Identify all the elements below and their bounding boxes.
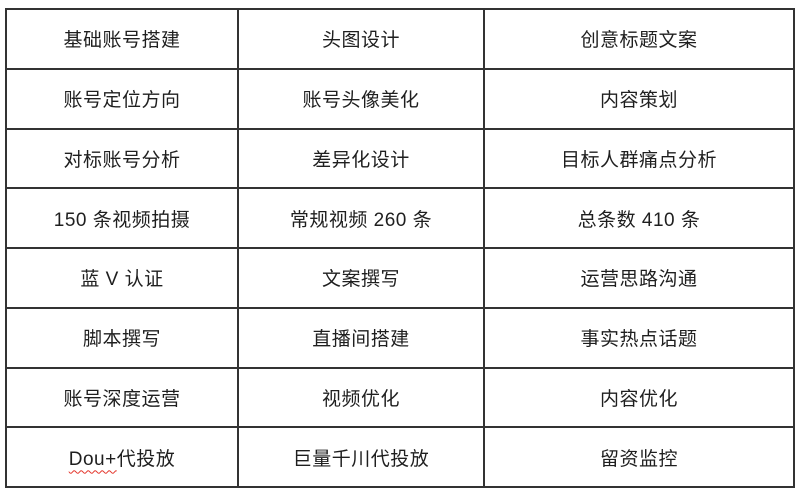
table-cell[interactable]: 账号深度运营 xyxy=(5,366,239,429)
table-cell[interactable]: 直播间搭建 xyxy=(237,306,485,369)
table-row: 基础账号搭建 头图设计 创意标题文案 xyxy=(5,8,795,70)
table-cell[interactable]: 内容策划 xyxy=(483,67,795,130)
spellcheck-underlined-text: Dou+ xyxy=(68,448,117,470)
table-row: Dou+代投放 巨量千川代投放 留资监控 xyxy=(5,426,795,488)
table-cell[interactable]: 差异化设计 xyxy=(237,127,485,190)
table-row: 对标账号分析 差异化设计 目标人群痛点分析 xyxy=(5,127,795,190)
table-cell[interactable]: Dou+代投放 xyxy=(5,426,239,488)
table-cell[interactable]: 目标人群痛点分析 xyxy=(483,127,795,190)
table-cell[interactable]: 视频优化 xyxy=(237,366,485,429)
table-cell[interactable]: 内容优化 xyxy=(483,366,795,429)
table-cell[interactable]: 脚本撰写 xyxy=(5,306,239,369)
table-cell[interactable]: 留资监控 xyxy=(483,426,795,488)
table-cell[interactable]: 150 条视频拍摄 xyxy=(5,187,239,249)
table-row: 账号深度运营 视频优化 内容优化 xyxy=(5,366,795,429)
table-cell[interactable]: 账号定位方向 xyxy=(5,67,239,130)
table-row: 蓝 V 认证 文案撰写 运营思路沟通 xyxy=(5,247,795,309)
service-table-body: 基础账号搭建 头图设计 创意标题文案 账号定位方向 账号头像美化 内容策划 对标账号分析 差异… xyxy=(5,8,795,488)
table-cell[interactable]: 基础账号搭建 xyxy=(5,8,239,70)
table-cell[interactable]: 运营思路沟通 xyxy=(483,247,795,309)
table-cell[interactable]: 常规视频 260 条 xyxy=(237,187,485,249)
table-row: 脚本撰写 直播间搭建 事实热点话题 xyxy=(5,306,795,369)
table-row: 账号定位方向 账号头像美化 内容策划 xyxy=(5,67,795,130)
table-cell[interactable]: 总条数 410 条 xyxy=(483,187,795,249)
table-cell[interactable]: 事实热点话题 xyxy=(483,306,795,369)
table-cell[interactable]: 蓝 V 认证 xyxy=(5,247,239,309)
table-row: 150 条视频拍摄 常规视频 260 条总条数 410 条 xyxy=(5,187,795,249)
table-cell[interactable]: 巨量千川代投放 xyxy=(237,426,485,488)
table-cell[interactable]: 对标账号分析 xyxy=(5,127,239,190)
table-cell[interactable]: 头图设计 xyxy=(237,8,485,70)
table-cell[interactable]: 创意标题文案 xyxy=(483,8,795,70)
service-table: 基础账号搭建 头图设计 创意标题文案 账号定位方向 账号头像美化 内容策划 对标账号分析 差异… xyxy=(5,8,795,488)
table-cell[interactable]: 账号头像美化 xyxy=(237,67,485,130)
service-table-container: 基础账号搭建 头图设计 创意标题文案 账号定位方向 账号头像美化 内容策划 对标账号分析 差异… xyxy=(5,8,795,488)
table-cell[interactable]: 文案撰写 xyxy=(237,247,485,309)
